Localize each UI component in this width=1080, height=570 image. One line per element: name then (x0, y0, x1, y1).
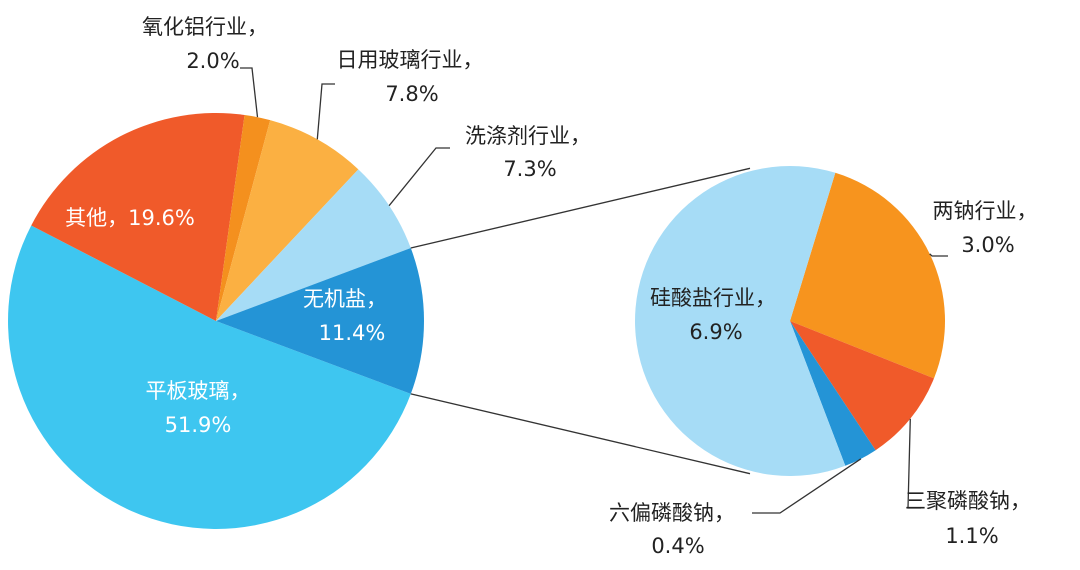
breakdown-slice-0 (790, 172, 946, 379)
label-pct-stpp: 1.1% (945, 524, 998, 548)
label-pct-inorganic-salt: 11.4% (319, 321, 386, 345)
breakdown-slice-1 (790, 321, 934, 451)
main-slice-2 (216, 114, 271, 321)
main-slice-5 (216, 248, 425, 394)
label-pct-aluminum: 2.0% (186, 49, 239, 73)
label-name-stpp: 三聚磷酸钠， (905, 489, 1031, 513)
leader-detergent (388, 147, 450, 207)
label-pct-two-sodium: 3.0% (961, 233, 1014, 257)
label-name-detergent: 洗涤剂行业， (465, 124, 591, 148)
breakdown-slice-3 (635, 165, 846, 476)
connector-lines (410, 167, 751, 475)
label-pct-shmp: 0.4% (651, 534, 704, 558)
leader-aluminum (240, 67, 259, 118)
label-name-daily-glass: 日用玻璃行业， (337, 48, 484, 72)
main-slice-1 (31, 112, 245, 321)
label-pct-detergent: 7.3% (503, 157, 556, 181)
label-pct-silicate: 6.9% (689, 320, 742, 344)
main-slice-4 (216, 169, 411, 321)
leader-stpp (907, 418, 921, 509)
breakdown-slice-2 (790, 321, 876, 466)
connector-bottom (410, 393, 751, 475)
label-name-two-sodium: 两钠行业， (933, 199, 1038, 223)
label-name-inorganic-salt: 无机盐， (303, 287, 387, 311)
leader-two-sodium (929, 253, 948, 257)
main-pie (8, 112, 425, 529)
main-slice-3 (216, 120, 359, 322)
label-name-aluminum: 氧化铝行业， (142, 15, 268, 39)
main-slice-0 (8, 225, 411, 529)
label-pct-flat-glass: 51.9% (165, 413, 232, 437)
leader-shmp (752, 458, 862, 514)
leader-lines (240, 67, 948, 514)
leader-daily-glass (316, 83, 335, 140)
label-other: 其他，19.6% (65, 206, 195, 230)
label-pct-daily-glass: 7.8% (385, 82, 438, 106)
label-name-shmp: 六偏磷酸钠， (609, 501, 735, 525)
label-name-silicate: 硅酸盐行业， (650, 286, 776, 310)
label-name-flat-glass: 平板玻璃， (146, 379, 251, 403)
connector-top (410, 167, 751, 249)
breakdown-pie (635, 165, 946, 476)
